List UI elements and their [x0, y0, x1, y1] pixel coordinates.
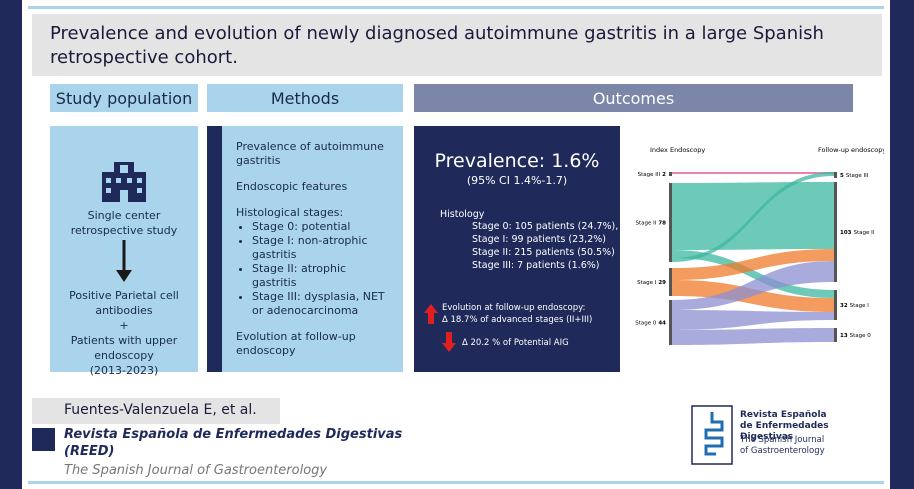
- item: (2013-2023): [89, 364, 159, 377]
- item: Stage I: 99 patients (23,2%): [472, 234, 606, 245]
- sankey-label: Index Endoscopy: [650, 146, 705, 154]
- text: Histological stages:: [236, 206, 344, 219]
- text: The Spanish Journal: [740, 435, 825, 445]
- item: Positive Parietal cell antibodies: [69, 289, 179, 317]
- logo: Revista Española de Enfermedades Digestiv…: [690, 404, 880, 466]
- item: Patients with upper endoscopy: [70, 334, 178, 362]
- text: de Enfermedades Digestivas: [740, 421, 829, 442]
- hospital-icon: [102, 162, 146, 202]
- flow: [672, 310, 834, 330]
- stage: Stage 0: potential: [252, 220, 393, 234]
- down-arrow: [442, 332, 456, 352]
- methods-box: Prevalence of autoimmune gastritis Endos…: [222, 126, 403, 372]
- count: 13: [840, 333, 848, 339]
- bottom-line: [28, 481, 884, 484]
- count: 5: [840, 173, 844, 179]
- node-label: Stage II 78: [635, 221, 666, 227]
- count: 29: [658, 280, 666, 286]
- node: [834, 172, 837, 178]
- heading: Methods: [207, 84, 403, 112]
- methods-strip: [207, 126, 222, 372]
- node-label: Stage III 2: [638, 172, 667, 178]
- flow: [672, 249, 834, 280]
- node: [669, 172, 672, 176]
- stage: Stage I: non-atrophic gastritis: [252, 234, 393, 262]
- node-label: Stage I 29: [637, 280, 666, 286]
- item: Stage III: 7 patients (1.6%): [472, 260, 600, 271]
- heading: Study population: [50, 84, 198, 112]
- label: Stage II: [635, 221, 656, 227]
- text: Δ 18.7% of advanced stages (II+III): [442, 315, 593, 325]
- sankey-label: Follow-up endoscopy: [818, 146, 884, 154]
- node-label: 5 Stage III: [840, 173, 869, 179]
- count: 44: [658, 321, 666, 327]
- node: [834, 182, 837, 282]
- flow: [672, 172, 834, 262]
- up-arrow: [424, 304, 438, 324]
- count: 2: [662, 172, 666, 178]
- node: [669, 300, 672, 345]
- sankey: Index Endoscopy Follow-up endoscopy Stag…: [635, 146, 884, 345]
- text: Histology: [440, 209, 485, 220]
- label: Stage 0: [635, 321, 657, 327]
- histology: Stage 0: 105 patients (24.7%), Stage I: …: [472, 220, 620, 272]
- text: Evolution at follow-up endoscopy:: [442, 303, 586, 313]
- prevalence: Prevalence: 1.6%: [434, 150, 600, 172]
- flow: [672, 328, 834, 345]
- text: Endoscopic features: [236, 180, 348, 193]
- text: Δ 20.2 % of Potential AIG: [462, 338, 569, 348]
- label: Stage I: [637, 280, 657, 286]
- stage: Stage II: atrophic gastritis: [252, 262, 393, 290]
- authors: Fuentes-Valenzuela E, et al.: [32, 398, 280, 424]
- top-line: [28, 6, 884, 9]
- journal: Revista Española de Enfermedades Digesti…: [64, 427, 403, 459]
- flow: [672, 172, 834, 174]
- node: [669, 183, 672, 262]
- left-bar: [0, 0, 22, 489]
- text: Evolution at follow-up endoscopy: [236, 330, 356, 357]
- journal-en: The Spanish Journal of Gastroenterology: [64, 463, 328, 478]
- title: Prevalence and evolution of newly diagno…: [32, 14, 882, 76]
- item: +: [119, 319, 129, 332]
- node: [834, 290, 837, 320]
- text: Prevalence of autoimmune gastritis: [236, 140, 384, 167]
- logo-text: Revista Española de Enfermedades Digestiv…: [740, 410, 880, 443]
- logo-text: The Spanish Journal of Gastroenterology: [740, 435, 825, 457]
- node: [834, 328, 837, 342]
- label: Stage III: [846, 173, 869, 179]
- count: 32: [840, 303, 848, 309]
- item: Single center retrospective study: [70, 209, 178, 237]
- item: Stage II: 215 patients (50.5%): [472, 247, 615, 258]
- item: Stage 0: 105 patients (24.7%),: [472, 221, 619, 232]
- right-bar: [890, 0, 914, 489]
- heading: Outcomes: [414, 84, 853, 112]
- node-label: Stage 0 44: [635, 321, 666, 327]
- flow: [672, 250, 834, 298]
- arrow: [116, 240, 132, 282]
- count: 78: [658, 221, 666, 227]
- stage-list: Stage 0: potential Stage I: non-atrophic…: [236, 220, 393, 318]
- node-label: 103 Stage II: [840, 230, 875, 236]
- square: [32, 428, 55, 451]
- label: Stage III: [638, 172, 661, 178]
- label: Stage I: [850, 303, 870, 309]
- text: Revista Española: [740, 410, 827, 420]
- flow: [672, 261, 834, 310]
- node: [669, 268, 672, 296]
- node-label: 32 Stage I: [840, 303, 869, 309]
- stage: Stage III: dysplasia, NET or adenocarcin…: [252, 290, 393, 318]
- study-box: Single center retrospective study Positi…: [50, 126, 198, 377]
- text: of Gastroenterology: [740, 446, 825, 456]
- label: Stage II: [853, 230, 874, 236]
- node-label: 13 Stage 0: [840, 333, 871, 339]
- logo-icon: [691, 405, 733, 465]
- outcomes-box: Prevalence: 1.6% (95% CI 1.4%-1.7) Histo…: [414, 126, 620, 372]
- label: Stage 0: [850, 333, 872, 339]
- count: 103: [840, 230, 852, 236]
- evolution: Evolution at follow-up endoscopy: Δ 18.7%…: [442, 302, 592, 326]
- ci: (95% CI 1.4%-1.7): [466, 174, 568, 187]
